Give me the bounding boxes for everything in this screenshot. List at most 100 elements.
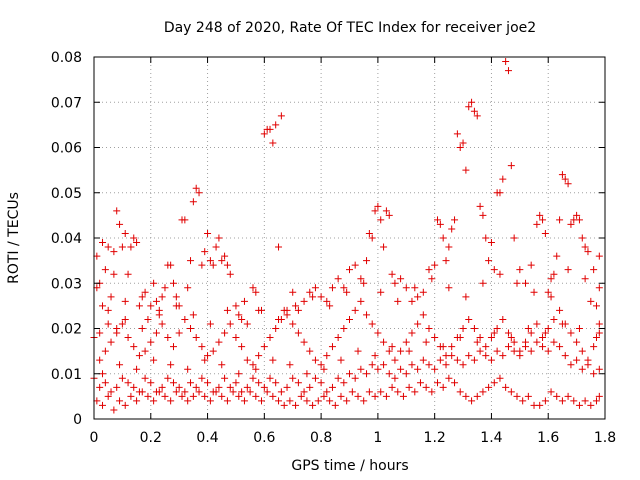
- data-point-plus: [158, 293, 166, 301]
- data-point-plus: [431, 334, 439, 342]
- data-point-plus: [476, 334, 484, 342]
- data-point-plus: [272, 379, 280, 387]
- data-point-plus: [337, 356, 345, 364]
- data-point-plus: [124, 334, 132, 342]
- data-point-plus: [425, 325, 433, 332]
- data-point-plus: [445, 243, 453, 251]
- data-point-plus: [150, 397, 158, 405]
- data-point-plus: [93, 397, 101, 405]
- data-point-plus: [527, 329, 535, 337]
- data-point-plus: [473, 338, 481, 346]
- data-point-plus: [181, 315, 189, 323]
- data-point-plus: [451, 216, 459, 224]
- data-point-plus: [101, 347, 109, 355]
- data-point-plus: [425, 266, 433, 274]
- data-point-plus: [482, 352, 490, 360]
- data-point-plus: [223, 306, 231, 314]
- data-point-plus: [595, 329, 603, 337]
- data-point-plus: [445, 284, 453, 292]
- data-point-plus: [257, 306, 265, 314]
- chart-title: Day 248 of 2020, Rate Of TEC Index for r…: [164, 20, 536, 36]
- data-point-plus: [238, 343, 246, 351]
- data-point-plus: [490, 266, 498, 274]
- data-point-plus: [564, 392, 572, 400]
- data-point-plus: [496, 374, 504, 382]
- data-point-plus: [184, 365, 192, 373]
- data-point-plus: [354, 392, 362, 400]
- data-point-plus: [453, 130, 461, 138]
- data-point-plus: [448, 225, 456, 233]
- data-point-plus: [533, 320, 541, 328]
- data-point-plus: [113, 207, 121, 215]
- data-point-plus: [436, 356, 444, 364]
- data-point-plus: [584, 248, 592, 256]
- data-point-plus: [184, 284, 192, 292]
- data-point-plus: [343, 288, 351, 296]
- data-point-plus: [377, 288, 385, 296]
- x-tick-label: 1: [373, 430, 382, 446]
- data-point-plus: [181, 216, 189, 224]
- data-point-plus: [419, 311, 427, 319]
- data-point-plus: [189, 311, 197, 319]
- data-point-plus: [553, 252, 561, 260]
- y-tick-label: 0.07: [51, 95, 82, 111]
- x-tick-label: 1.6: [537, 430, 559, 446]
- data-point-plus: [456, 388, 464, 396]
- data-point-plus: [257, 397, 265, 405]
- data-point-plus: [476, 347, 484, 355]
- data-point-plus: [226, 320, 234, 328]
- data-point-plus: [547, 293, 555, 301]
- data-point-plus: [272, 325, 280, 332]
- data-point-plus: [394, 297, 402, 305]
- data-point-plus: [371, 392, 379, 400]
- data-point-plus: [573, 338, 581, 346]
- data-point-plus: [399, 392, 407, 400]
- data-point-plus: [431, 261, 439, 269]
- data-point-plus: [547, 388, 555, 396]
- data-point-plus: [595, 365, 603, 373]
- data-point-plus: [575, 216, 583, 224]
- data-point-plus: [289, 288, 297, 296]
- data-point-plus: [206, 257, 214, 265]
- data-point-plus: [587, 297, 595, 305]
- data-point-plus: [436, 220, 444, 228]
- data-point-plus: [141, 347, 149, 355]
- data-point-plus: [510, 338, 518, 346]
- data-point-plus: [402, 338, 410, 346]
- data-point-plus: [351, 261, 359, 269]
- data-point-plus: [240, 397, 248, 405]
- data-point-plus: [558, 320, 566, 328]
- data-point-plus: [391, 356, 399, 364]
- data-point-plus: [541, 329, 549, 337]
- data-point-plus: [567, 220, 575, 228]
- data-point-plus: [223, 261, 231, 269]
- data-point-plus: [218, 361, 226, 369]
- data-point-plus: [292, 302, 300, 310]
- data-point-plus: [252, 365, 260, 373]
- data-point-plus: [346, 370, 353, 378]
- data-point-plus: [169, 379, 177, 387]
- data-point-plus: [155, 388, 163, 396]
- data-point-plus: [334, 374, 342, 382]
- data-point-plus: [556, 216, 564, 224]
- data-point-plus: [340, 379, 348, 387]
- data-point-plus: [158, 320, 166, 328]
- data-point-plus: [595, 392, 603, 400]
- data-point-plus: [541, 397, 549, 405]
- data-point-plus: [150, 356, 158, 364]
- data-point-plus: [243, 383, 251, 391]
- data-point-plus: [470, 325, 478, 332]
- data-point-plus: [311, 284, 319, 292]
- data-point-plus: [101, 266, 109, 274]
- data-point-plus: [473, 392, 481, 400]
- data-point-plus: [187, 325, 195, 332]
- data-point-plus: [96, 383, 104, 391]
- data-point-plus: [479, 211, 487, 219]
- data-point-plus: [99, 370, 107, 378]
- data-point-plus: [260, 130, 268, 138]
- data-point-plus: [380, 338, 388, 346]
- data-point-plus: [204, 229, 212, 237]
- data-point-plus: [113, 383, 121, 391]
- data-point-plus: [147, 379, 155, 387]
